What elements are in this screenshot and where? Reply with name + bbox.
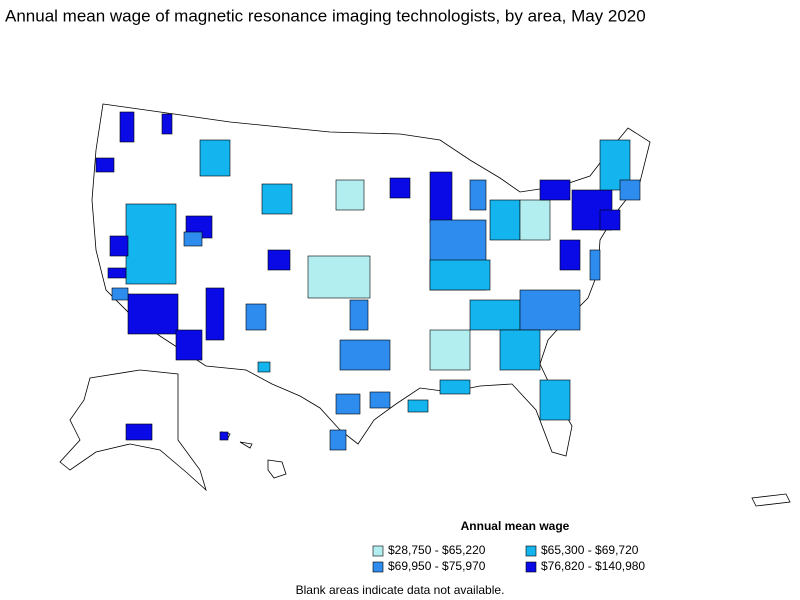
area: [559, 239, 581, 271]
area: [307, 255, 371, 299]
legend-swatch: [372, 561, 384, 573]
area: [175, 329, 203, 361]
area: [339, 339, 391, 371]
area: [429, 171, 453, 223]
area: [469, 179, 487, 211]
legend-label: $69,950 - $75,970: [388, 559, 486, 573]
map-title: Annual mean wage of magnetic resonance i…: [5, 6, 646, 25]
area: [329, 429, 347, 451]
area: [261, 183, 293, 215]
area: [589, 249, 601, 281]
area: [125, 423, 153, 441]
area: [429, 259, 491, 291]
area: [119, 111, 135, 143]
area: [429, 329, 471, 371]
area: [127, 293, 179, 335]
area: [199, 139, 231, 177]
area: [109, 235, 129, 257]
area: [245, 303, 267, 331]
area: [619, 179, 641, 201]
legend-swatch: [525, 545, 537, 557]
area: [499, 329, 541, 371]
area: [205, 287, 225, 341]
legend-title: Annual mean wage: [461, 519, 570, 533]
map-regions: [95, 111, 641, 451]
area: [369, 391, 391, 409]
hawaii: [220, 431, 287, 479]
legend-label: $76,820 - $140,980: [541, 559, 645, 573]
area: [407, 399, 429, 413]
area: [111, 287, 129, 301]
area: [389, 177, 411, 199]
area: [539, 379, 571, 421]
area: [469, 299, 521, 331]
legend-label: $28,750 - $65,220: [388, 543, 486, 557]
area: [539, 179, 571, 201]
area: [599, 209, 621, 231]
area: [125, 203, 177, 285]
puerto-rico: [751, 493, 791, 507]
note: Blank areas indicate data not available.: [296, 583, 505, 597]
area: [349, 299, 369, 331]
area: [107, 267, 127, 279]
area: [257, 361, 271, 373]
legend-swatch: [525, 561, 537, 573]
area: [267, 249, 291, 271]
legend-label: $65,300 - $69,720: [541, 543, 639, 557]
area: [335, 179, 365, 211]
area: [335, 393, 361, 415]
area: [519, 199, 551, 241]
area: [489, 199, 521, 241]
area: [161, 113, 173, 135]
legend-swatch: [372, 545, 384, 557]
area: [219, 431, 229, 441]
legend: $28,750 - $65,220 $65,300 - $69,720 $69,95…: [372, 543, 645, 573]
area: [439, 379, 471, 395]
area: [519, 289, 581, 331]
area: [95, 157, 115, 173]
area: [183, 231, 203, 247]
